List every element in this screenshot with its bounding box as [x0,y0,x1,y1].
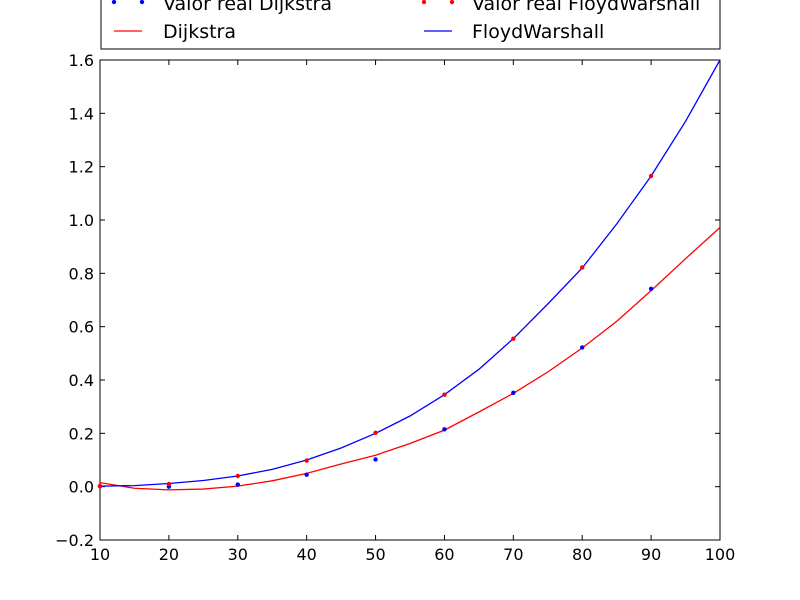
x-tick-label: 40 [296,545,316,564]
data-point-valor-real-floydwarshall [304,458,309,463]
legend-label-valor-real-floydwarshall: Valor real FloydWarshall [472,0,700,15]
x-tick-label: 30 [228,545,248,564]
legend-entry-valor-real-floydwarshall: Valor real FloydWarshall [421,0,700,15]
data-point-valor-real-floydwarshall [373,430,378,435]
y-tick-label: 0.6 [69,318,94,337]
legend-label-valor-real-dijkstra: Valor real Dijkstra [163,0,332,15]
legend-label-floydwarshall: FloydWarshall [472,21,604,43]
data-point-valor-real-floydwarshall [235,473,240,479]
data-point-valor-real-floydwarshall [580,265,585,270]
data-point-valor-real-dijkstra [373,457,378,462]
legend-entry-dijkstra: Dijkstra [114,21,236,43]
x-axis: 10 20 30 40 50 60 70 80 90 100 [90,60,735,564]
data-point-valor-real-dijkstra [304,472,309,477]
y-tick-label: 0.0 [69,478,94,497]
legend: Valor real Dijkstra Valor real FloydWars… [100,0,721,50]
data-point-valor-real-dijkstra [511,390,516,395]
data-point-valor-real-floydwarshall [442,392,447,397]
data-point-valor-real-dijkstra [442,427,447,432]
y-tick-label: 1.2 [69,158,94,177]
y-axis: −0.2 0.0 0.2 0.4 0.6 0.8 1.0 1.2 1.4 1.6 [55,51,720,550]
x-tick-label: 70 [503,545,523,564]
x-tick-label: 50 [365,545,385,564]
data-point-valor-real-dijkstra [235,482,240,487]
y-tick-label: 1.0 [69,211,94,230]
y-tick-label: 0.8 [69,264,94,283]
x-tick-label: 20 [159,545,179,564]
y-tick-label: 0.4 [69,371,94,390]
data-point-valor-real-dijkstra [648,286,654,291]
series-line-floydwarshall [99,59,721,487]
legend-marker-valor-real-floydwarshall-2 [449,0,455,5]
legend-frame [100,0,721,50]
data-point-valor-real-dijkstra [580,345,585,350]
x-tick-label: 90 [641,545,661,564]
y-tick-label: 0.2 [69,424,94,443]
y-tick-label: −0.2 [55,531,94,550]
data-point-valor-real-floydwarshall [648,173,654,179]
y-tick-label: 1.4 [69,104,94,123]
x-tick-label: 80 [572,545,592,564]
legend-marker-valor-real-dijkstra-1 [111,0,117,5]
x-tick-label: 60 [434,545,454,564]
plot-area [99,59,721,541]
x-tick-label: 10 [90,545,110,564]
legend-marker-valor-real-floydwarshall-1 [421,0,427,5]
legend-entry-floydwarshall: FloydWarshall [424,21,604,43]
y-tick-label: 1.6 [69,51,94,70]
legend-label-dijkstra: Dijkstra [163,21,236,43]
data-point-valor-real-floydwarshall [97,483,103,489]
data-point-valor-real-floydwarshall [166,481,172,487]
series-layer [97,59,721,491]
legend-marker-valor-real-dijkstra-2 [139,0,145,5]
legend-entry-valor-real-dijkstra: Valor real Dijkstra [111,0,332,15]
series-line-dijkstra [99,226,721,491]
x-tick-label: 100 [705,545,736,564]
data-point-valor-real-floydwarshall [511,336,516,341]
